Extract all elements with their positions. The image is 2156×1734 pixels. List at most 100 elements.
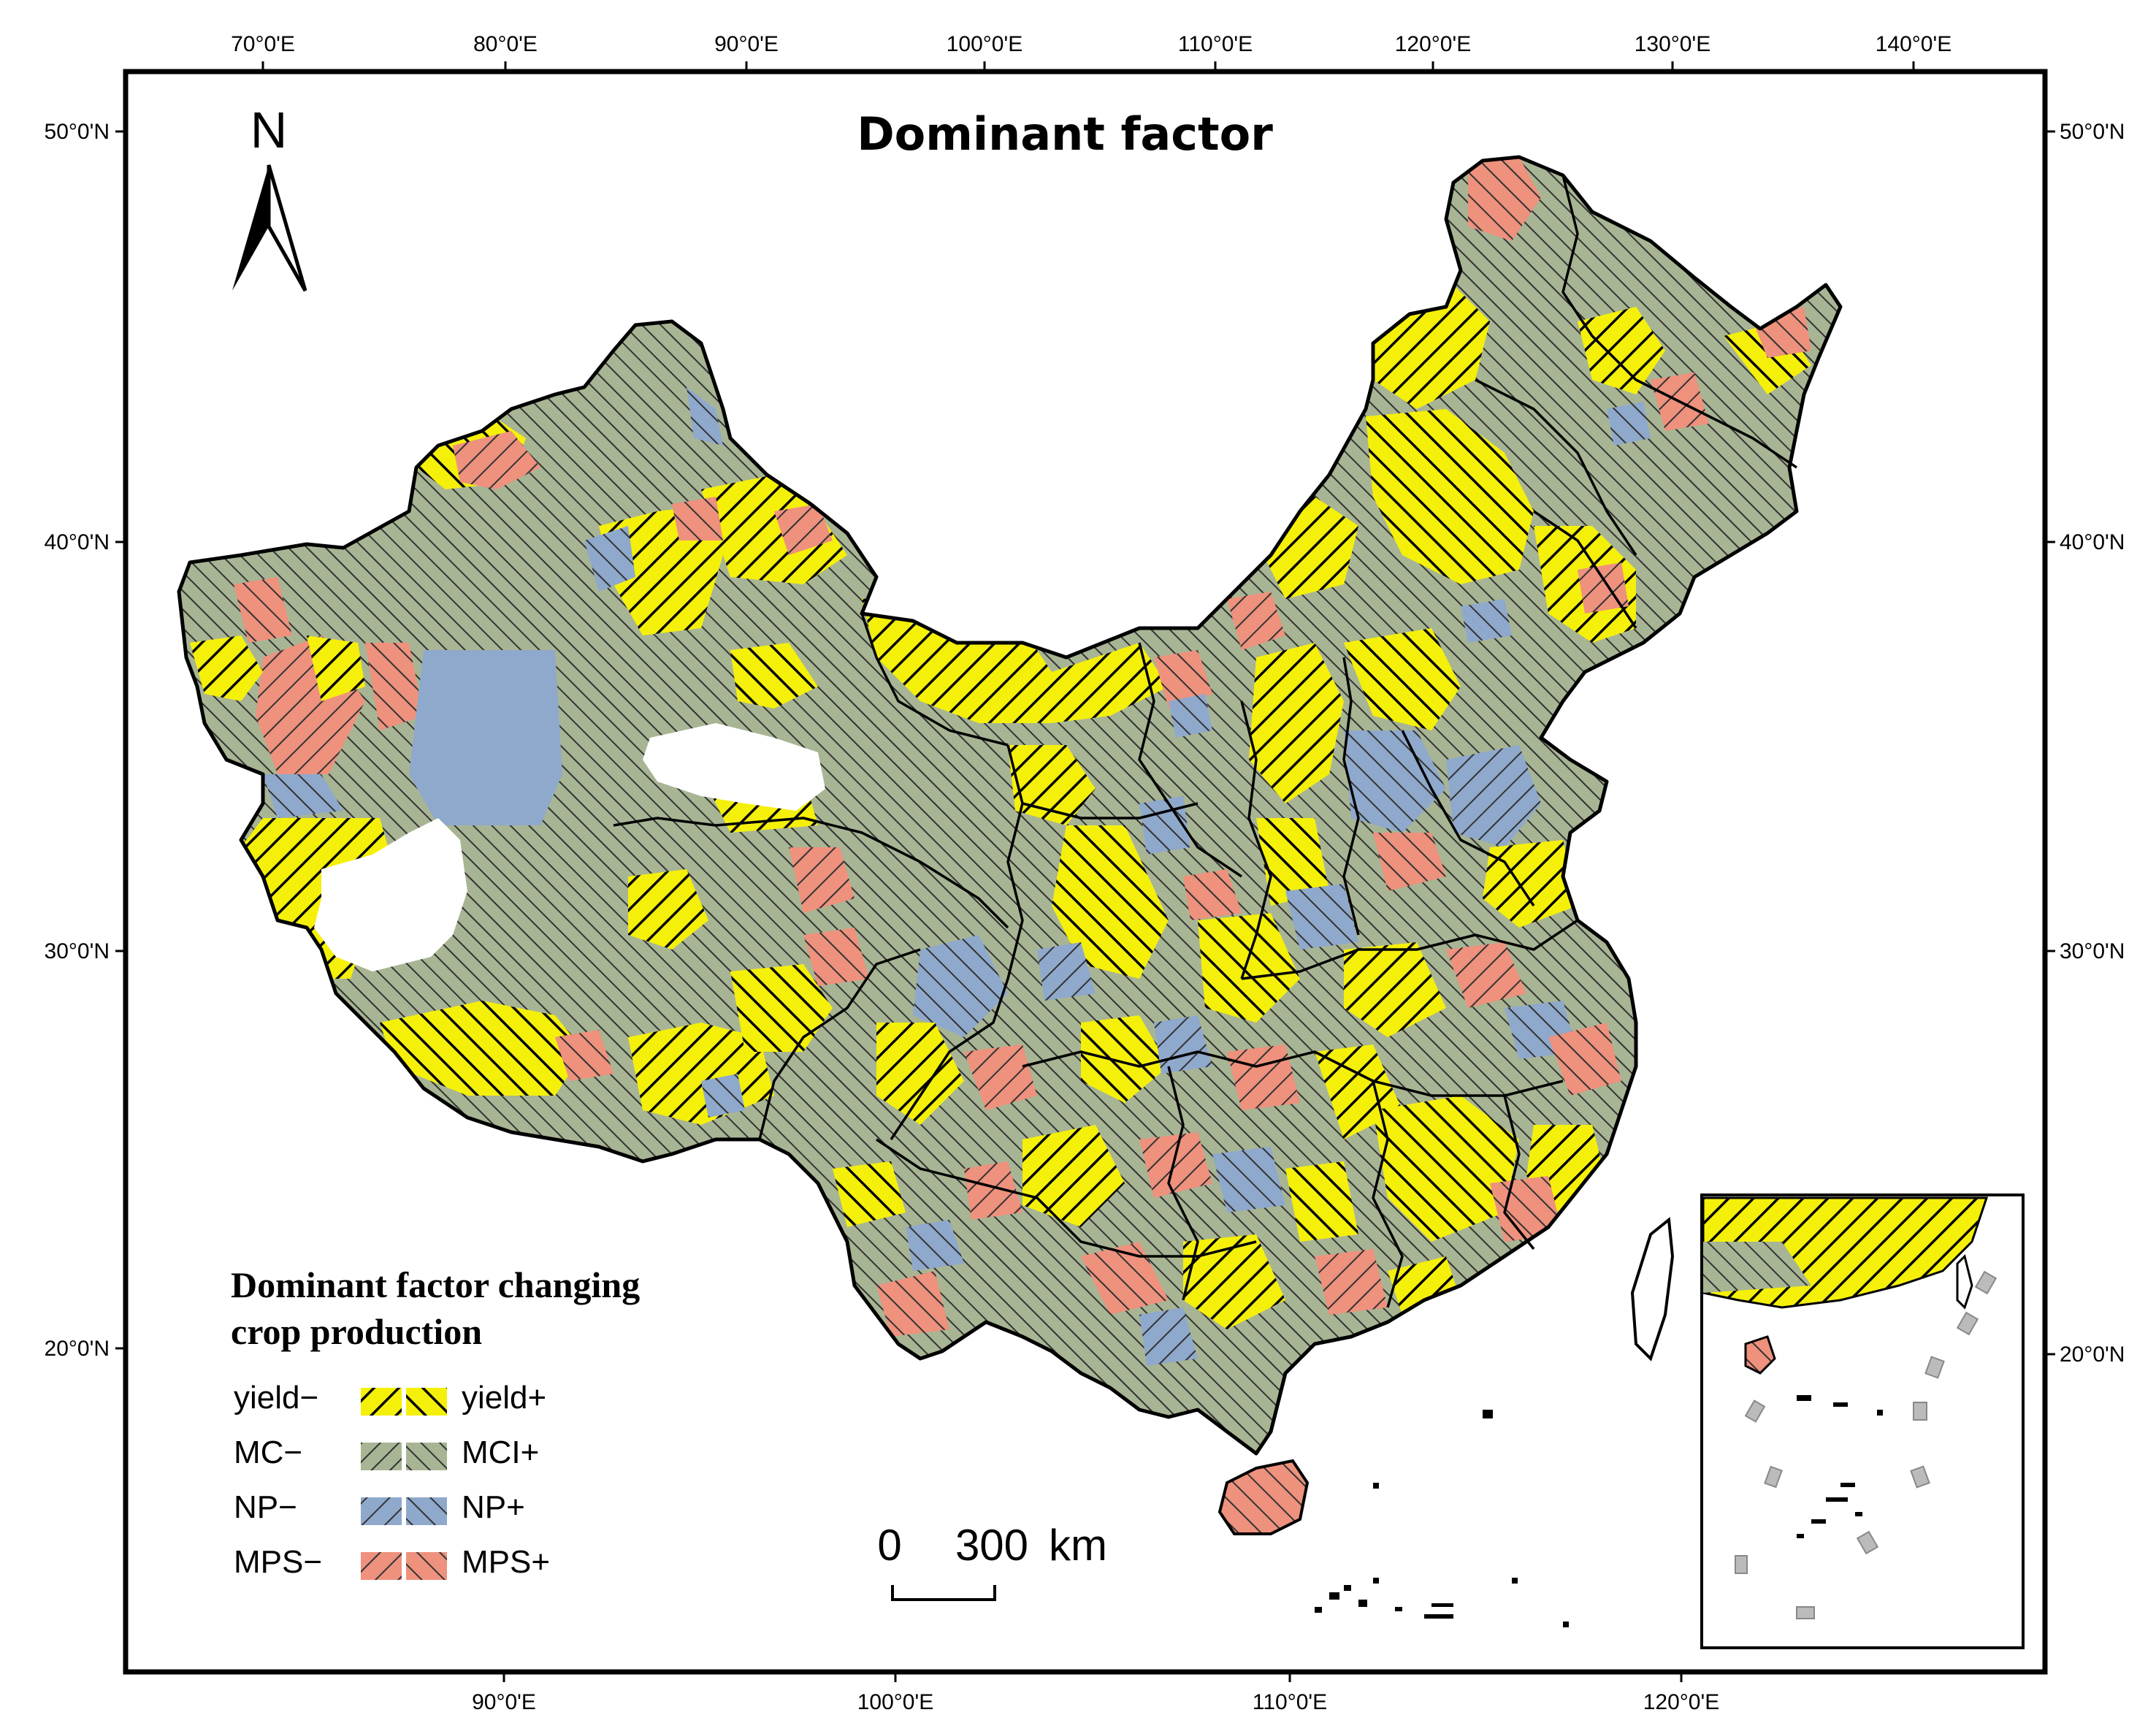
region-mps-patch: [365, 643, 424, 730]
left-tick-30: 30°0'N: [45, 939, 126, 963]
region-mps-patch: [964, 1044, 1037, 1110]
bottom-tick-label: 100°0'E: [857, 1690, 933, 1714]
scale-bar-line: [891, 1585, 996, 1601]
legend-np-pos-label: NP+: [462, 1489, 525, 1525]
top-tick-120: 120°0'E: [1395, 32, 1471, 72]
bottom-longitude-ticks: 90°0'E 100°0'E 110°0'E 120°0'E: [472, 1672, 1719, 1714]
region-mps-patch: [1081, 1242, 1169, 1315]
taiwan-island: [1630, 1217, 1675, 1361]
region-yield-patch: [307, 635, 365, 701]
region-np-patch: [1139, 796, 1190, 855]
region-yield-patch: [701, 475, 847, 584]
right-tick-label: 20°0'N: [2060, 1342, 2125, 1367]
china-map: [177, 155, 1843, 1627]
legend-row-mci: MC− MCI+: [234, 1435, 539, 1470]
scale-unit-label: km: [1049, 1521, 1107, 1570]
bottom-tick-label: 110°0'E: [1253, 1690, 1327, 1714]
top-tick-80: 80°0'E: [473, 32, 538, 72]
top-tick-label: 70°0'E: [231, 32, 295, 56]
region-mps-patch: [803, 928, 869, 986]
region-yield-patch: [1366, 409, 1534, 584]
region-yield-patch: [1344, 942, 1446, 1037]
top-tick-label: 100°0'E: [947, 32, 1022, 56]
scale-start-label: 0: [877, 1521, 901, 1570]
region-yield-patch: [190, 635, 263, 701]
region-yield-patch: [1183, 1234, 1285, 1329]
top-tick-label: 130°0'E: [1635, 32, 1710, 56]
top-tick-label: 90°0'E: [714, 32, 779, 56]
right-tick-label: 30°0'N: [2060, 939, 2125, 963]
legend-mps-neg-label: MPS−: [234, 1544, 322, 1580]
inset-hainan: [1744, 1335, 1776, 1375]
left-tick-label: 20°0'N: [45, 1337, 110, 1361]
region-mps-patch: [1315, 1249, 1388, 1315]
legend-row-mps: MPS− MPS+: [234, 1544, 550, 1580]
right-tick-30: 30°0'N: [2045, 939, 2125, 963]
legend-yield-pos-swatch: [406, 1388, 447, 1416]
region-yield-patch: [1578, 307, 1665, 394]
region-np-patch: [584, 526, 635, 592]
region-mps-patch: [453, 431, 540, 489]
region-np-patch: [1607, 402, 1651, 446]
legend-title-line2: crop production: [231, 1311, 482, 1352]
bottom-tick-120: 120°0'E: [1643, 1672, 1719, 1714]
region-mps-patch: [672, 497, 723, 541]
region-mps-patch: [1446, 942, 1526, 1008]
region-np-patch: [1169, 694, 1212, 738]
region-mps-patch: [1578, 562, 1629, 614]
right-tick-50: 50°0'N: [2045, 120, 2125, 144]
legend-np-neg-label: NP−: [234, 1489, 297, 1525]
region-np-patch: [1139, 1307, 1198, 1366]
bottom-tick-100: 100°0'E: [857, 1672, 933, 1714]
left-tick-20: 20°0'N: [45, 1337, 126, 1361]
region-mps-patch: [1227, 592, 1285, 650]
region-np-patch: [1037, 942, 1096, 1001]
region-mps-patch: [1154, 650, 1212, 709]
legend-np-neg-swatch: [361, 1497, 402, 1525]
legend-title-line1: Dominant factor changing: [231, 1264, 640, 1305]
region-mps-patch: [1468, 157, 1541, 241]
region-yield-patch: [1249, 643, 1344, 803]
right-latitude-ticks: 50°0'N 40°0'N 30°0'N 20°0'N: [2045, 120, 2125, 1367]
right-tick-20: 20°0'N: [2045, 1342, 2125, 1367]
china-outline: [177, 155, 1843, 1456]
top-tick-140: 140°0'E: [1876, 32, 1952, 72]
top-tick-label: 110°0'E: [1178, 32, 1253, 56]
region-yield-patch: [1256, 818, 1329, 906]
legend-yield-pos-label: yield+: [462, 1380, 546, 1416]
left-tick-40: 40°0'N: [45, 530, 126, 554]
region-yield-patch: [380, 1001, 584, 1096]
top-tick-100: 100°0'E: [947, 32, 1022, 72]
top-tick-110: 110°0'E: [1178, 32, 1253, 72]
region-mps-patch: [1548, 1023, 1621, 1096]
region-yield-patch: [876, 1023, 964, 1125]
north-arrow: N: [232, 102, 307, 292]
left-tick-label: 30°0'N: [45, 939, 110, 963]
top-tick-70: 70°0'E: [231, 32, 295, 72]
right-tick-40: 40°0'N: [2045, 530, 2125, 554]
inset-mainland-overlay: [1703, 1242, 1811, 1293]
scale-bar: 0 300 km: [877, 1521, 1107, 1601]
legend-mci-neg-swatch: [361, 1443, 402, 1470]
region-np-patch: [906, 1220, 964, 1271]
region-yield-patch: [1081, 1015, 1169, 1103]
bottom-tick-90: 90°0'E: [472, 1672, 536, 1714]
region-np-patch: [701, 1074, 745, 1118]
bottom-tick-110: 110°0'E: [1253, 1672, 1327, 1714]
region-yield-patch: [1373, 1096, 1519, 1242]
region-mps-patch: [876, 1271, 949, 1337]
region-yield-patch: [1198, 913, 1300, 1023]
south-china-sea-inset: [1700, 1193, 2025, 1649]
legend: Dominant factor changing crop production…: [231, 1264, 640, 1580]
region-np-patch: [1461, 599, 1512, 643]
legend-np-pos-swatch: [406, 1497, 447, 1525]
region-mps-patch: [1139, 1132, 1212, 1198]
left-tick-label: 50°0'N: [45, 120, 110, 144]
left-tick-50: 50°0'N: [45, 120, 126, 144]
region-mps-patch: [234, 577, 292, 643]
top-tick-130: 130°0'E: [1635, 32, 1710, 72]
region-yield-patch: [628, 869, 708, 950]
right-tick-label: 50°0'N: [2060, 120, 2125, 144]
left-tick-label: 40°0'N: [45, 530, 110, 554]
region-np-patch: [1446, 745, 1541, 847]
